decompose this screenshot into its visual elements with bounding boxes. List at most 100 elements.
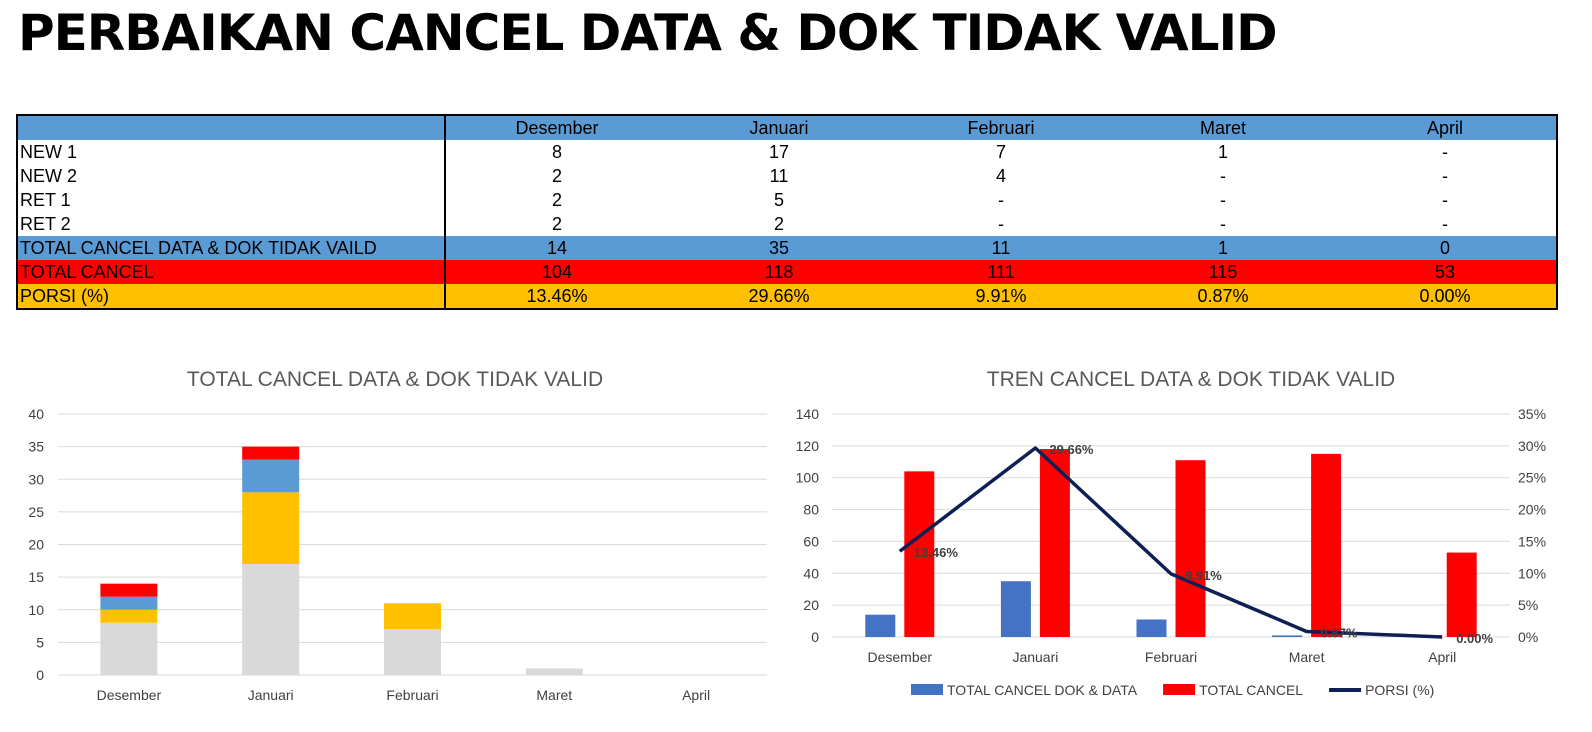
row-label: RET 2 — [17, 212, 446, 236]
table-cell: - — [1220, 214, 1226, 234]
bar-segment — [100, 609, 158, 623]
bar — [865, 614, 896, 637]
table-cell: 115 — [1112, 260, 1334, 284]
y-tick-label: 40 — [803, 565, 819, 581]
y-tick-label: 5 — [36, 634, 44, 650]
table-cell: 0 — [1334, 236, 1557, 260]
table-cell: 2 — [551, 190, 562, 210]
bar-segment — [100, 622, 158, 675]
table-row: RET 2 2 2 - - - — [17, 212, 1557, 236]
table-row: TOTAL CANCEL 104 118 111 115 53 — [17, 260, 1557, 284]
table-cell: 8 — [551, 142, 562, 162]
table-header-row: Desember Januari Februari Maret April — [17, 115, 1557, 140]
x-tick-label: Desember — [868, 649, 933, 665]
x-tick-label: Februari — [386, 687, 438, 703]
y2-tick-label: 30% — [1518, 438, 1546, 454]
y-tick-label: 30 — [28, 471, 44, 487]
table-cell: - — [1442, 142, 1448, 162]
y-tick-label: 120 — [796, 438, 820, 454]
table-cell: 2 — [551, 214, 562, 234]
x-tick-label: Februari — [1145, 649, 1197, 665]
table-cell: 7 — [995, 142, 1006, 162]
row-label: RET 1 — [17, 188, 446, 212]
table-cell: 53 — [1334, 260, 1557, 284]
column-header: April — [1334, 115, 1557, 140]
legend-label: TOTAL CANCEL DOK & DATA — [947, 682, 1138, 698]
table-cell: - — [1442, 190, 1448, 210]
y-tick-label: 20 — [28, 537, 44, 553]
row-label: PORSI (%) — [17, 284, 446, 309]
bar-segment — [242, 459, 300, 493]
table-cell: 13.46% — [445, 284, 668, 309]
bar — [1039, 449, 1070, 637]
data-label: 29.66% — [1049, 442, 1094, 457]
legend-swatch — [911, 684, 943, 695]
bar-segment — [525, 668, 583, 675]
table-row: TOTAL CANCEL DATA & DOK TIDAK VAILD 14 35 1… — [17, 236, 1557, 260]
chart-title: TOTAL CANCEL DATA & DOK TIDAK VALID — [186, 368, 604, 391]
legend-label: PORSI (%) — [1365, 682, 1434, 698]
table-row: PORSI (%) 13.46% 29.66% 9.91% 0.87% 0.00% — [17, 284, 1557, 309]
x-tick-label: Maret — [536, 687, 572, 703]
y-tick-label: 0 — [811, 629, 819, 645]
column-header: Desember — [445, 115, 668, 140]
table-cell: - — [1220, 166, 1226, 186]
x-tick-label: Maret — [1289, 649, 1325, 665]
bar-segment — [242, 564, 300, 675]
table-cell: 4 — [995, 166, 1006, 186]
table-cell: - — [1442, 166, 1448, 186]
chart-title: TREN CANCEL DATA & DOK TIDAK VALID — [986, 368, 1396, 391]
bar — [1000, 581, 1031, 637]
page-title: PERBAIKAN CANCEL DATA & DOK TIDAK VALID — [18, 4, 1278, 62]
legend-label: TOTAL CANCEL — [1199, 682, 1303, 698]
bar — [904, 471, 935, 637]
bar — [1311, 453, 1342, 637]
y-tick-label: 35 — [28, 439, 44, 455]
y2-tick-label: 10% — [1518, 565, 1546, 581]
y-tick-label: 100 — [796, 470, 820, 486]
table-cell: 2 — [551, 166, 562, 186]
y-tick-label: 80 — [803, 502, 819, 518]
row-label: TOTAL CANCEL DATA & DOK TIDAK VAILD — [17, 236, 446, 260]
table-cell: 0.00% — [1334, 284, 1557, 309]
x-tick-label: Januari — [1012, 649, 1058, 665]
data-label: 13.46% — [914, 545, 959, 560]
row-label: TOTAL CANCEL — [17, 260, 446, 284]
table-cell: 1 — [1217, 142, 1228, 162]
x-tick-label: April — [682, 687, 710, 703]
row-label: NEW 2 — [17, 164, 446, 188]
stacked-bar-chart-canvas: 0 5 10 15 20 25 30 35 40 Desember Januari Februari M… — [28, 406, 767, 703]
trend-combo-chart: TREN CANCEL DATA & DOK TIDAK VALID 0 20 40… — [790, 360, 1592, 720]
bar-segment — [242, 446, 300, 460]
table-cell: 111 — [890, 260, 1112, 284]
bar-segment — [384, 603, 441, 630]
table-cell: 104 — [445, 260, 668, 284]
bar — [1272, 635, 1303, 637]
table-cell: 5 — [773, 190, 784, 210]
y2-tick-label: 0% — [1518, 629, 1538, 645]
column-header: Januari — [668, 115, 890, 140]
y-tick-label: 40 — [28, 406, 44, 422]
bar-segment — [242, 492, 300, 565]
y-tick-label: 10 — [28, 602, 44, 618]
y2-tick-label: 5% — [1518, 597, 1538, 613]
table-cell: 2 — [773, 214, 784, 234]
y-tick-label: 20 — [803, 597, 819, 613]
table-cell: 17 — [768, 142, 790, 162]
table-cell: - — [998, 214, 1004, 234]
y2-tick-label: 20% — [1518, 502, 1546, 518]
bar — [1446, 552, 1477, 637]
column-header: Februari — [890, 115, 1112, 140]
table-cell: 11 — [890, 236, 1112, 260]
table-cell: 0.87% — [1112, 284, 1334, 309]
y-tick-label: 60 — [803, 533, 819, 549]
y2-tick-label: 15% — [1518, 533, 1546, 549]
x-tick-label: Januari — [248, 687, 294, 703]
x-tick-label: Desember — [97, 687, 162, 703]
table-cell: 29.66% — [668, 284, 890, 309]
y2-tick-label: 35% — [1518, 406, 1546, 422]
header-corner-cell — [17, 115, 446, 140]
table-cell: 11 — [769, 166, 789, 186]
table-cell: 14 — [445, 236, 668, 260]
